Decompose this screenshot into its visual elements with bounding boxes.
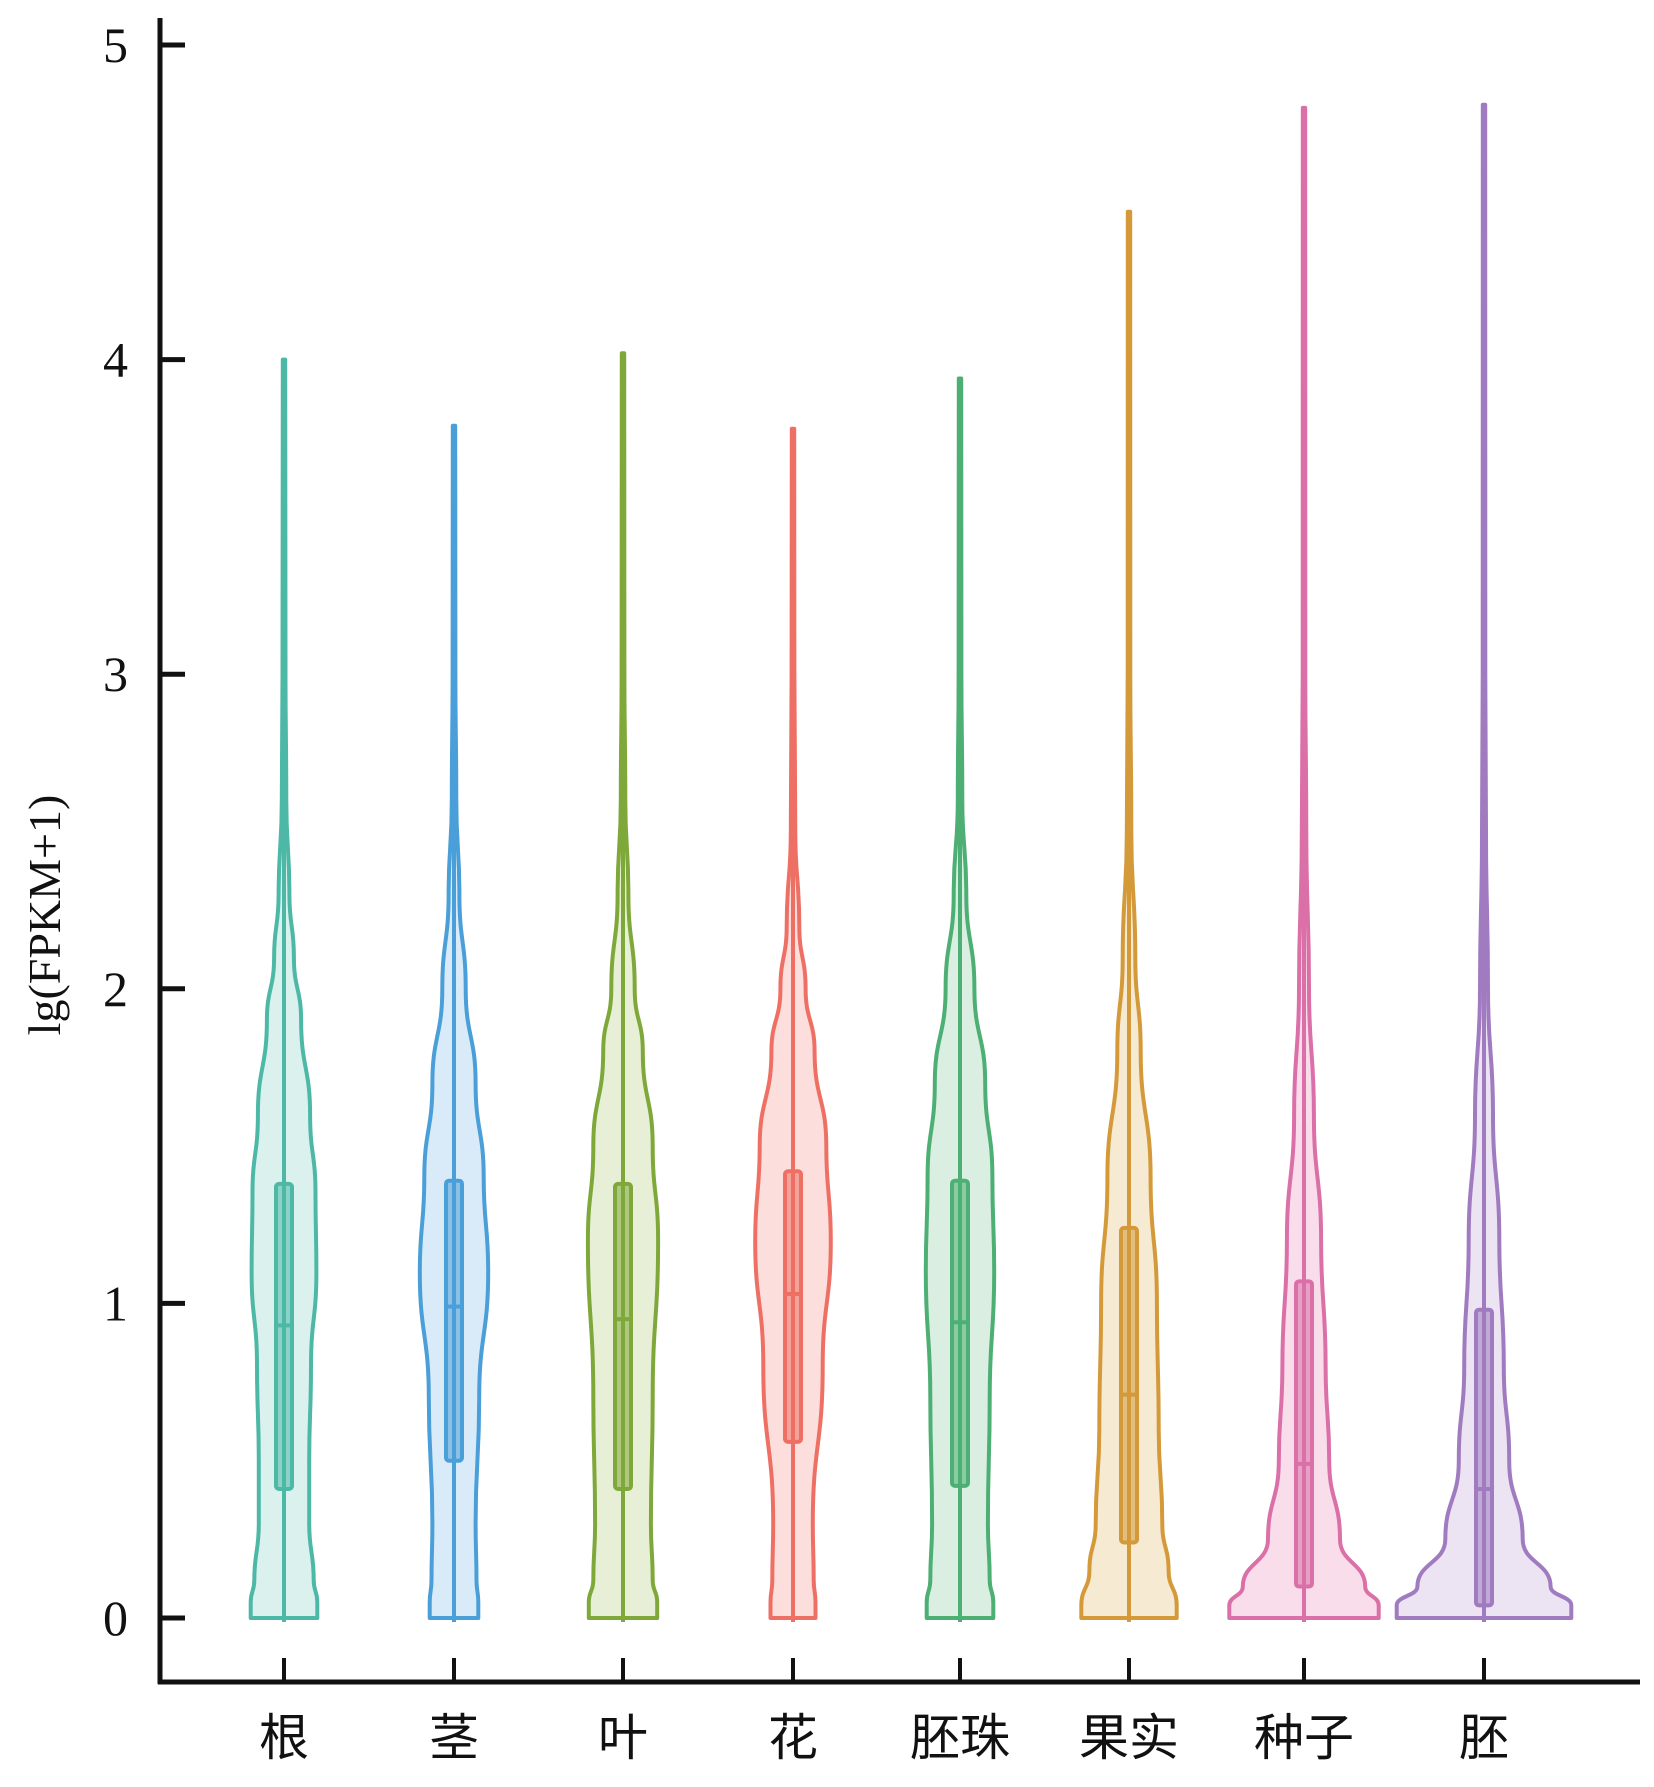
y-tick-label: 1 [103,1275,128,1331]
x-tick-label: 胚珠 [910,1709,1010,1767]
y-tick-label: 0 [103,1590,128,1646]
iqr-box [444,1178,464,1463]
violin-4 [753,426,833,1622]
iqr-box [1294,1279,1314,1589]
x-tick-label: 茎 [429,1709,479,1767]
x-ticks: 根 茎 叶 花 胚珠 果实 种子 胚 [259,1658,1509,1767]
x-tick-label: 叶 [598,1709,648,1767]
violin-3 [585,351,661,1622]
x-tick-label: 花 [768,1709,818,1767]
y-ticks: 0 1 2 3 4 5 [103,17,185,1646]
x-tick-label: 果实 [1079,1709,1179,1767]
violin-8 [1394,102,1574,1622]
x-tick-label: 根 [259,1709,309,1767]
iqr-box [274,1181,294,1492]
y-tick-label: 5 [103,17,128,73]
axes-layer: 0 1 2 3 4 5 根 茎 叶 花 胚珠 果实 种子 胚 lg(FPKM+1) [19,17,1640,1767]
x-tick-label: 胚 [1459,1709,1509,1767]
violin-2 [417,423,491,1622]
iqr-box [613,1181,633,1492]
y-tick-label: 3 [103,646,128,702]
x-tick-label: 种子 [1254,1709,1354,1767]
violin-6 [1079,209,1179,1622]
iqr-box [950,1178,970,1488]
y-tick-label: 4 [103,332,128,388]
violin-1 [248,357,320,1622]
iqr-box [1119,1225,1139,1545]
violin-5 [923,376,997,1622]
y-axis-title: lg(FPKM+1) [19,795,70,1036]
iqr-box [783,1169,803,1444]
violin-7 [1227,105,1381,1622]
iqr-box [1474,1307,1494,1608]
y-tick-label: 2 [103,961,128,1017]
violins-layer [248,102,1574,1622]
